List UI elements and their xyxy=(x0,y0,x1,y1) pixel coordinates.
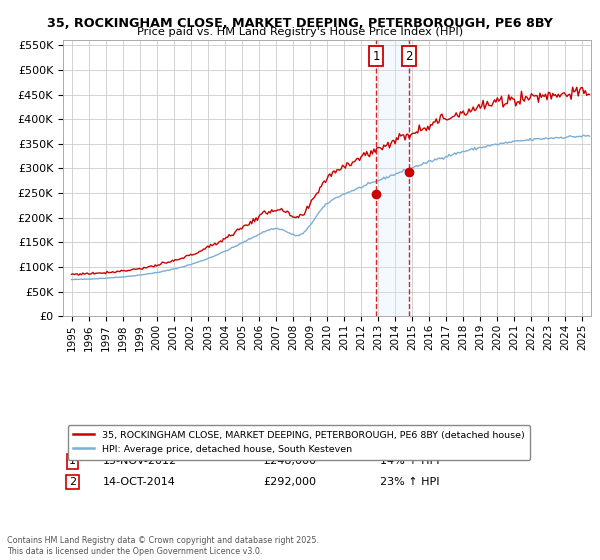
Text: 2: 2 xyxy=(69,477,76,487)
Text: 14-OCT-2014: 14-OCT-2014 xyxy=(103,477,175,487)
Text: 2: 2 xyxy=(405,50,412,63)
Text: 1: 1 xyxy=(373,50,380,63)
Text: 1: 1 xyxy=(69,456,76,466)
Text: 15-NOV-2012: 15-NOV-2012 xyxy=(103,456,177,466)
Text: Contains HM Land Registry data © Crown copyright and database right 2025.
This d: Contains HM Land Registry data © Crown c… xyxy=(7,536,319,556)
Text: 14% ↑ HPI: 14% ↑ HPI xyxy=(380,456,439,466)
Bar xyxy=(376,40,409,316)
Text: Price paid vs. HM Land Registry's House Price Index (HPI): Price paid vs. HM Land Registry's House … xyxy=(137,27,463,37)
Legend: 35, ROCKINGHAM CLOSE, MARKET DEEPING, PETERBOROUGH, PE6 8BY (detached house), HP: 35, ROCKINGHAM CLOSE, MARKET DEEPING, PE… xyxy=(68,424,530,460)
Text: 35, ROCKINGHAM CLOSE, MARKET DEEPING, PETERBOROUGH, PE6 8BY: 35, ROCKINGHAM CLOSE, MARKET DEEPING, PE… xyxy=(47,17,553,30)
Text: 23% ↑ HPI: 23% ↑ HPI xyxy=(380,477,439,487)
Text: £248,000: £248,000 xyxy=(263,456,317,466)
Text: £292,000: £292,000 xyxy=(263,477,317,487)
